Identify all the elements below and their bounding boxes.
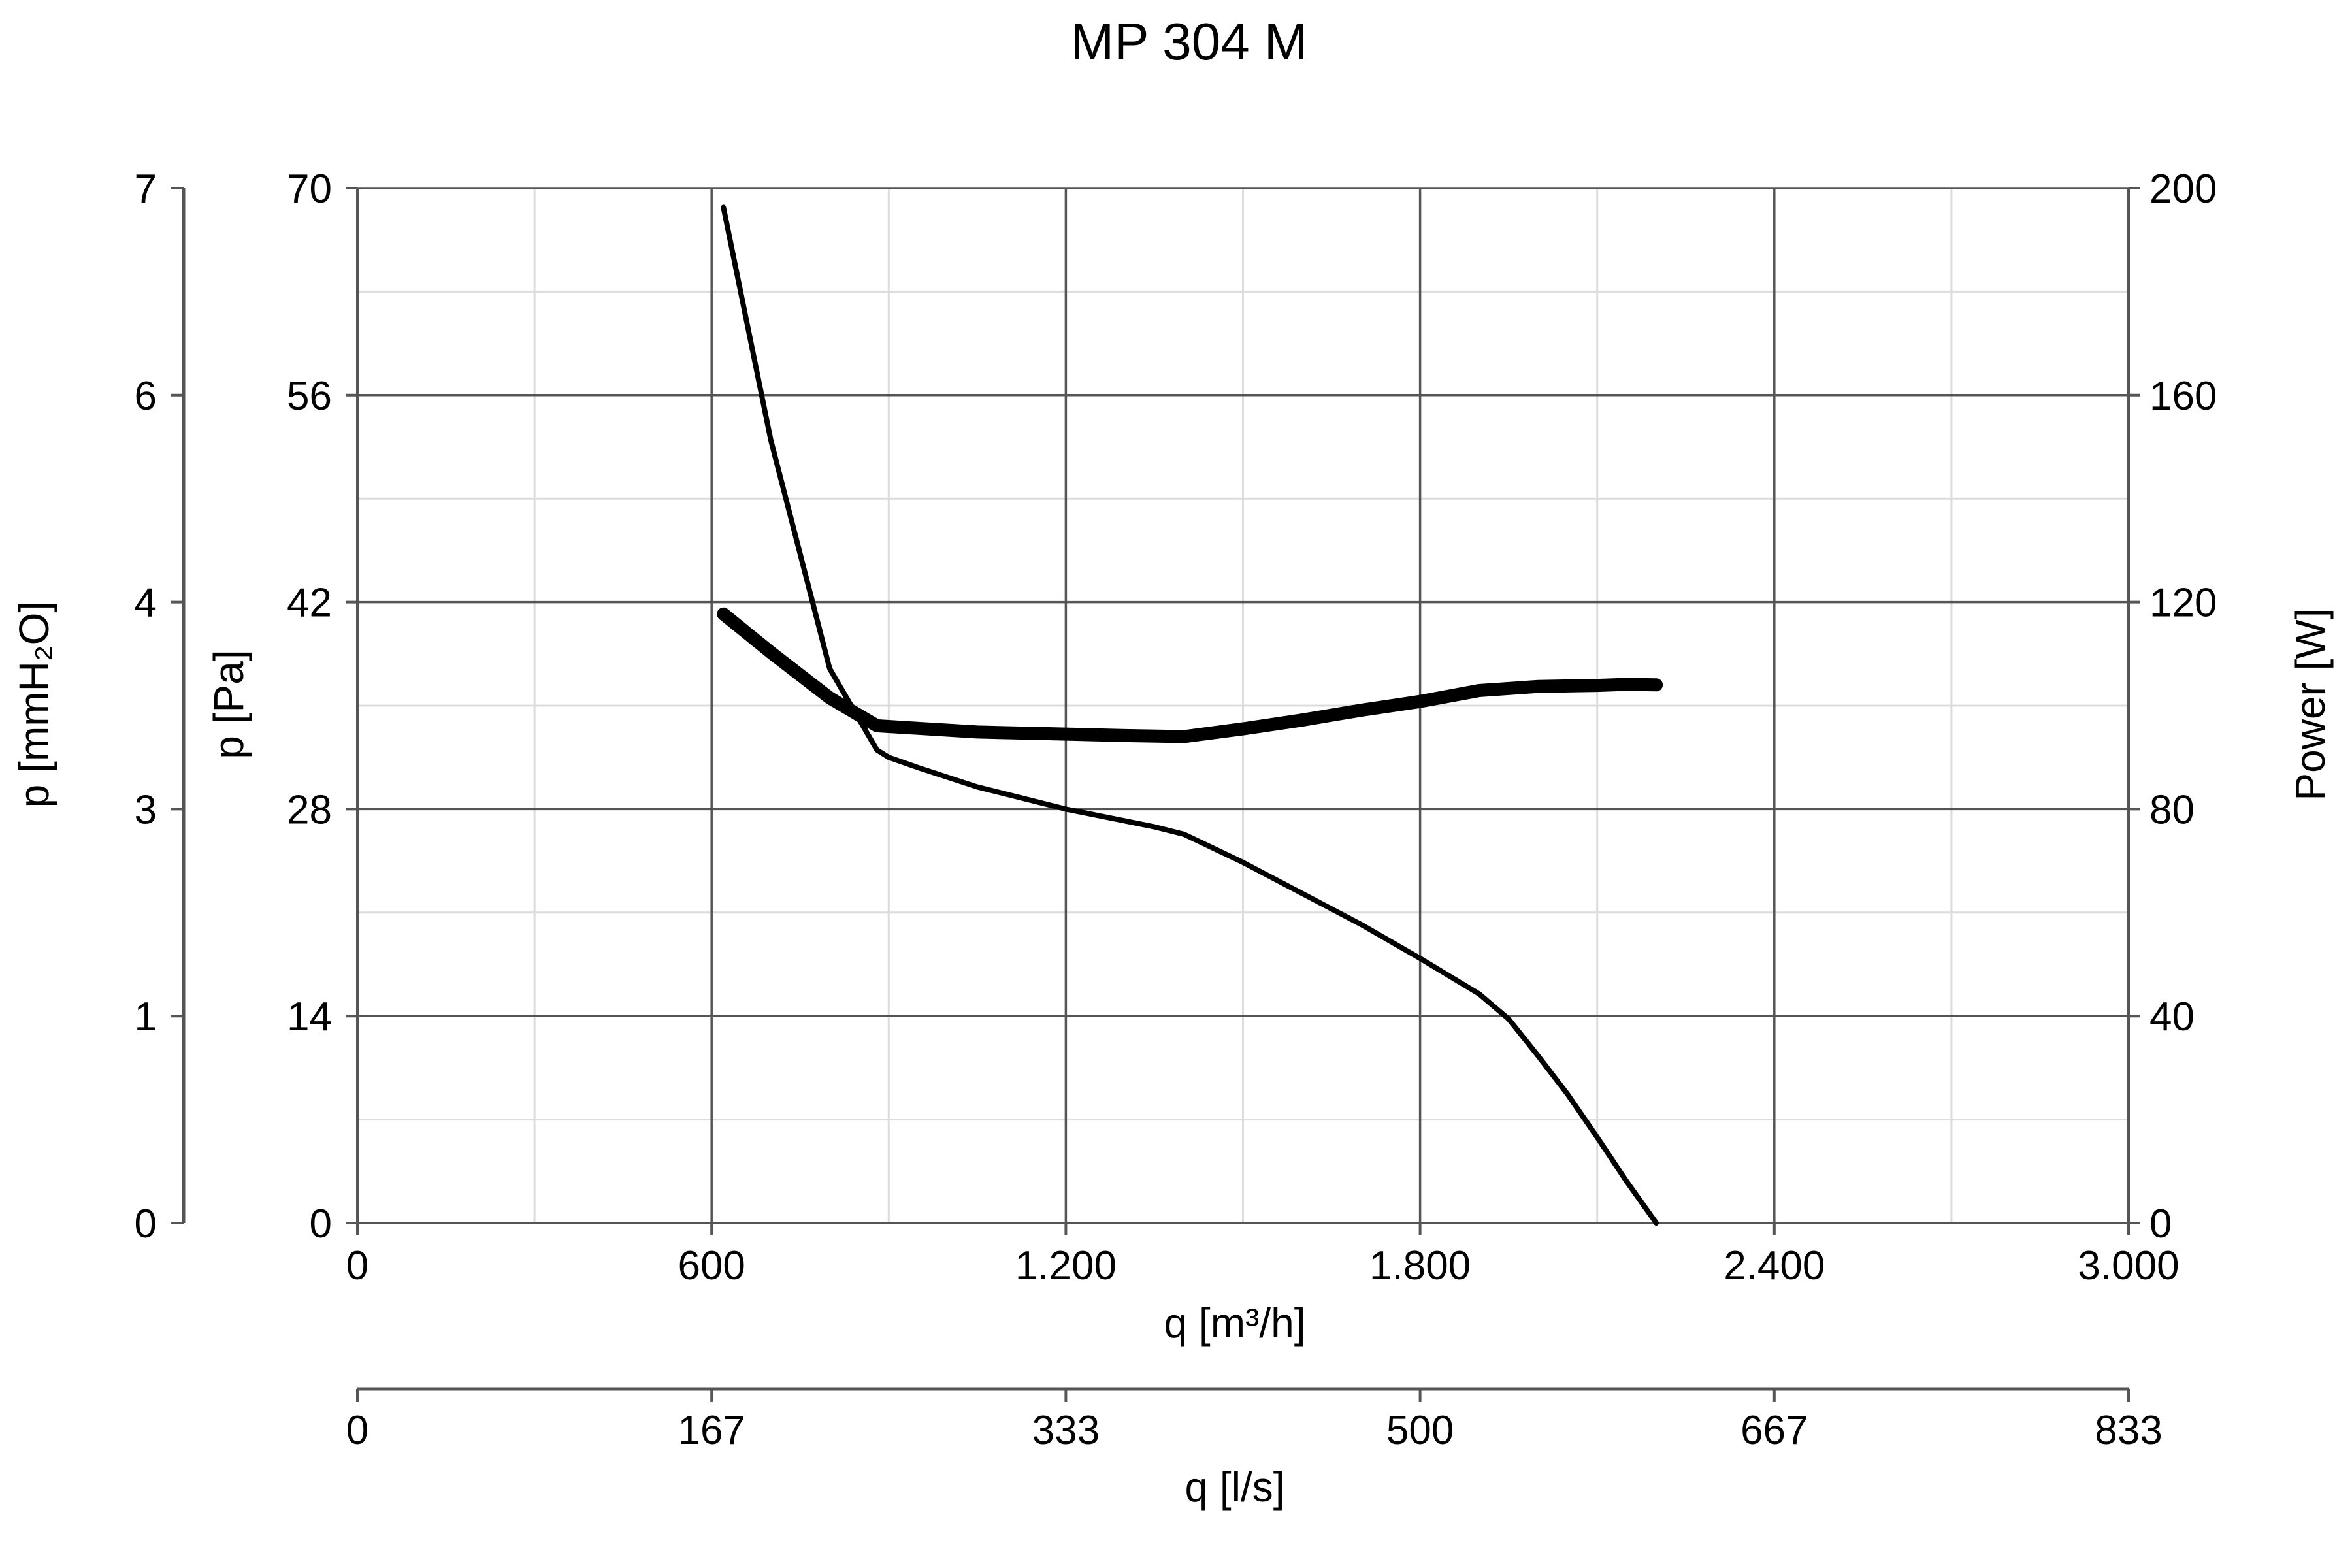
- y-right-tick-label: 40: [2149, 994, 2195, 1039]
- y-right-tick-label: 120: [2149, 581, 2217, 626]
- x2-tick-label: 667: [1740, 1408, 1808, 1453]
- x-tick-label: 600: [678, 1243, 745, 1288]
- x2-axis-label: q [l/s]: [1185, 1463, 1285, 1511]
- y-right-tick-label: 200: [2149, 167, 2217, 212]
- y-far-left-tick-label: 1: [135, 994, 157, 1039]
- x-tick-label: 0: [346, 1243, 368, 1288]
- chart-title: MP 304 M: [1070, 12, 1307, 71]
- y-far-left-tick-label: 3: [135, 787, 157, 832]
- x2-tick-label: 333: [1032, 1408, 1100, 1453]
- y-far-left-tick-label: 0: [135, 1201, 157, 1247]
- y-axis-label-left: p [Pa]: [205, 649, 252, 759]
- y-left-tick-label: 14: [287, 994, 332, 1039]
- x-axis-label: q [m³/h]: [1164, 1299, 1306, 1347]
- y-right-tick-label: 160: [2149, 374, 2217, 419]
- y-left-tick-label: 56: [287, 374, 332, 419]
- y-far-left-tick-label: 7: [135, 167, 157, 212]
- pressure-curve: [721, 204, 1659, 1226]
- y-left-tick-label: 70: [287, 167, 332, 212]
- x2-tick-label: 500: [1386, 1408, 1454, 1453]
- x2-tick-label: 833: [2095, 1408, 2162, 1453]
- power-curve: [717, 607, 1663, 743]
- x-tick-label: 2.400: [1723, 1243, 1825, 1288]
- y-left-tick-label: 0: [310, 1201, 332, 1247]
- y-far-left-tick-label: 4: [135, 581, 157, 626]
- x-tick-label: 3.000: [2078, 1243, 2179, 1288]
- y-left-tick-label: 42: [287, 581, 332, 626]
- y-right-tick-label: 0: [2149, 1201, 2172, 1247]
- axes-layer: [182, 188, 2130, 1391]
- y-right-tick-label: 80: [2149, 787, 2195, 832]
- y-far-left-tick-label: 6: [135, 374, 157, 419]
- y-axis-label-far-left: p [mmH₂O]: [10, 601, 57, 808]
- y-left-tick-label: 28: [287, 787, 332, 832]
- y-axis-label-right: Power [W]: [2287, 608, 2334, 800]
- series-layer: [717, 204, 1663, 1226]
- x-tick-label: 1.800: [1369, 1243, 1471, 1288]
- x-tick-label: 1.200: [1015, 1243, 1117, 1288]
- x2-tick-label: 0: [346, 1408, 368, 1453]
- x2-tick-label: 167: [678, 1408, 745, 1453]
